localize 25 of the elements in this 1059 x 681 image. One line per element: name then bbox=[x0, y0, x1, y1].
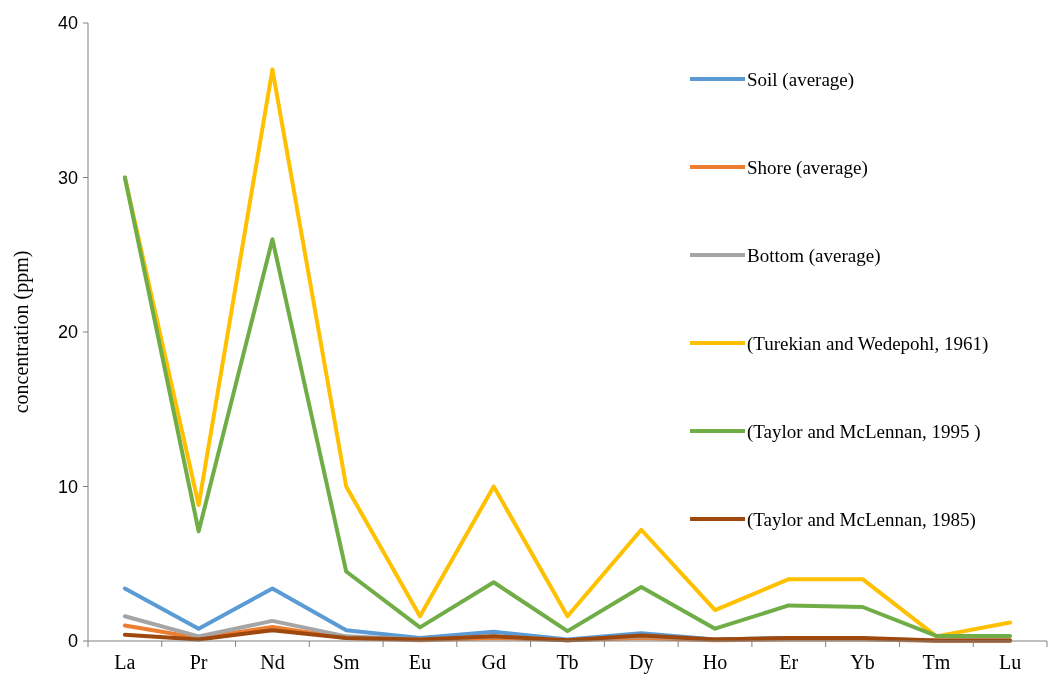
legend-label: (Taylor and McLennan, 1985) bbox=[747, 508, 976, 531]
legend-label: Bottom (average) bbox=[747, 244, 881, 267]
x-tick-label: Tm bbox=[922, 651, 951, 673]
x-tick-label: Eu bbox=[408, 651, 432, 673]
y-tick-label: 10 bbox=[57, 476, 78, 497]
legend-label: (Taylor and McLennan, 1995 ) bbox=[747, 420, 981, 443]
x-tick-label: Lu bbox=[999, 651, 1022, 673]
x-tick-label: Gd bbox=[481, 651, 506, 673]
y-tick-label: 30 bbox=[57, 167, 78, 188]
legend-label: (Turekian and Wedepohl, 1961) bbox=[747, 332, 989, 355]
x-tick-label: Sm bbox=[332, 651, 360, 673]
legend-label: Shore (average) bbox=[747, 156, 868, 179]
y-tick-label: 40 bbox=[57, 13, 78, 34]
y-tick-label: 0 bbox=[67, 631, 78, 652]
y-axis-title: concentration (ppm) bbox=[10, 250, 33, 414]
legend-label: Soil (average) bbox=[747, 68, 855, 91]
x-tick-label: Dy bbox=[629, 651, 654, 674]
x-tick-label: Yb bbox=[850, 651, 875, 673]
x-tick-label: La bbox=[114, 651, 136, 673]
y-tick-label: 20 bbox=[57, 322, 78, 343]
x-tick-label: Pr bbox=[189, 651, 208, 673]
x-tick-label: Er bbox=[779, 651, 799, 673]
x-tick-label: Ho bbox=[702, 651, 728, 673]
x-tick-label: Tb bbox=[556, 651, 579, 673]
x-tick-label: Nd bbox=[260, 651, 285, 673]
